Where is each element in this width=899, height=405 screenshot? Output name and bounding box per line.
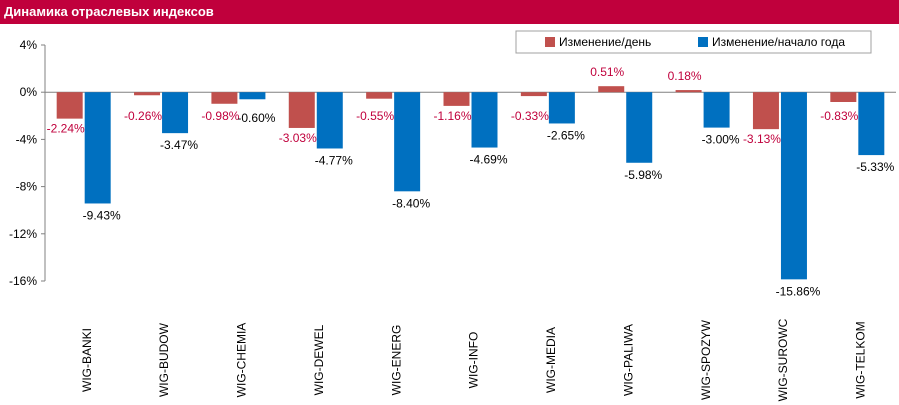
- bar-daily: [56, 92, 83, 119]
- y-tick-label: -16%: [9, 274, 37, 288]
- bar-daily: [443, 92, 470, 106]
- plot-area: 4% 0% -4% -8% -12% -16% -2.24% -9.43% WIG-BANKI -…: [9, 38, 896, 401]
- bar-daily: [520, 92, 547, 97]
- data-label-daily: 0.51%: [590, 65, 624, 79]
- data-label-ytd: -3.47%: [160, 138, 198, 152]
- bar-ytd: [394, 92, 421, 192]
- bar-daily: [675, 90, 702, 93]
- data-label-ytd: -8.40%: [392, 196, 430, 210]
- bar-daily: [211, 92, 238, 104]
- legend-label-ytd: Изменение/начало года: [712, 35, 845, 49]
- x-category-label: WIG-SUROWC: [776, 318, 790, 401]
- data-label-ytd: -4.77%: [315, 153, 353, 167]
- x-category-label: WIG-DEWEL: [312, 324, 326, 395]
- y-tick-label: -4%: [16, 132, 38, 146]
- data-label-daily: 0.18%: [668, 69, 702, 83]
- y-tick-label: -8%: [16, 180, 38, 194]
- x-category-label: WIG-INFO: [467, 332, 481, 389]
- chart-title: Динамика отраслевых индексов: [4, 4, 214, 19]
- data-label-daily: -0.98%: [201, 109, 239, 123]
- bar-ytd: [162, 92, 189, 134]
- data-label-daily: -0.33%: [511, 109, 549, 123]
- bar-daily: [598, 86, 625, 93]
- x-category-label: WIG-MEDIA: [544, 327, 558, 393]
- legend-swatch-daily: [545, 37, 555, 47]
- bar-ytd: [858, 92, 885, 156]
- legend-box: [515, 30, 872, 54]
- data-label-daily: -2.24%: [47, 122, 85, 136]
- bar-ytd: [316, 92, 343, 149]
- x-category-label: WIG-TELKOM: [853, 321, 867, 398]
- data-label-ytd: -15.86%: [776, 284, 821, 298]
- bar-ytd: [703, 92, 730, 128]
- bar-ytd: [548, 92, 575, 124]
- bar-daily: [288, 92, 315, 128]
- bar-daily: [752, 92, 779, 130]
- x-category-label: WIG-SPOZYW: [699, 319, 713, 400]
- data-label-daily: -3.13%: [743, 132, 781, 146]
- data-label-ytd: -5.33%: [856, 160, 894, 174]
- bar-ytd: [471, 92, 498, 148]
- data-label-ytd: -9.43%: [83, 208, 121, 222]
- data-label-daily: -0.55%: [356, 109, 394, 123]
- y-tick-label: 0%: [20, 85, 38, 99]
- x-category-label: WIG-PALIWA: [621, 324, 635, 396]
- y-tick-label: -12%: [9, 227, 37, 241]
- data-label-ytd: -4.69%: [469, 153, 507, 167]
- data-label-daily: -0.26%: [124, 109, 162, 123]
- data-label-daily: -0.83%: [820, 109, 858, 123]
- data-label-daily: -3.03%: [279, 131, 317, 145]
- x-category-label: WIG-CHEMIA: [235, 323, 249, 398]
- bar-daily: [134, 92, 161, 96]
- bar-ytd: [626, 92, 653, 163]
- legend: Изменение/день Изменение/начало года: [515, 30, 872, 54]
- bar-ytd: [84, 92, 111, 204]
- y-tick-label: 4%: [20, 38, 38, 52]
- x-category-label: WIG-ENERG: [389, 325, 403, 396]
- data-label-ytd: -5.98%: [624, 168, 662, 182]
- bar-daily: [830, 92, 857, 102]
- legend-label-daily: Изменение/день: [559, 35, 651, 49]
- data-label-daily: -1.16%: [433, 109, 471, 123]
- chart-header: Динамика отраслевых индексов: [0, 0, 899, 24]
- legend-swatch-ytd: [698, 37, 708, 47]
- x-category-label: WIG-BANKI: [80, 328, 94, 392]
- data-label-ytd: -2.65%: [547, 128, 585, 142]
- bar-ytd: [239, 92, 266, 100]
- bar-daily: [366, 92, 393, 99]
- x-category-label: WIG-BUDOW: [157, 322, 171, 397]
- bar-ytd: [780, 92, 807, 280]
- data-label-ytd: -3.00%: [702, 133, 740, 147]
- data-label-ytd: -0.60%: [237, 111, 275, 125]
